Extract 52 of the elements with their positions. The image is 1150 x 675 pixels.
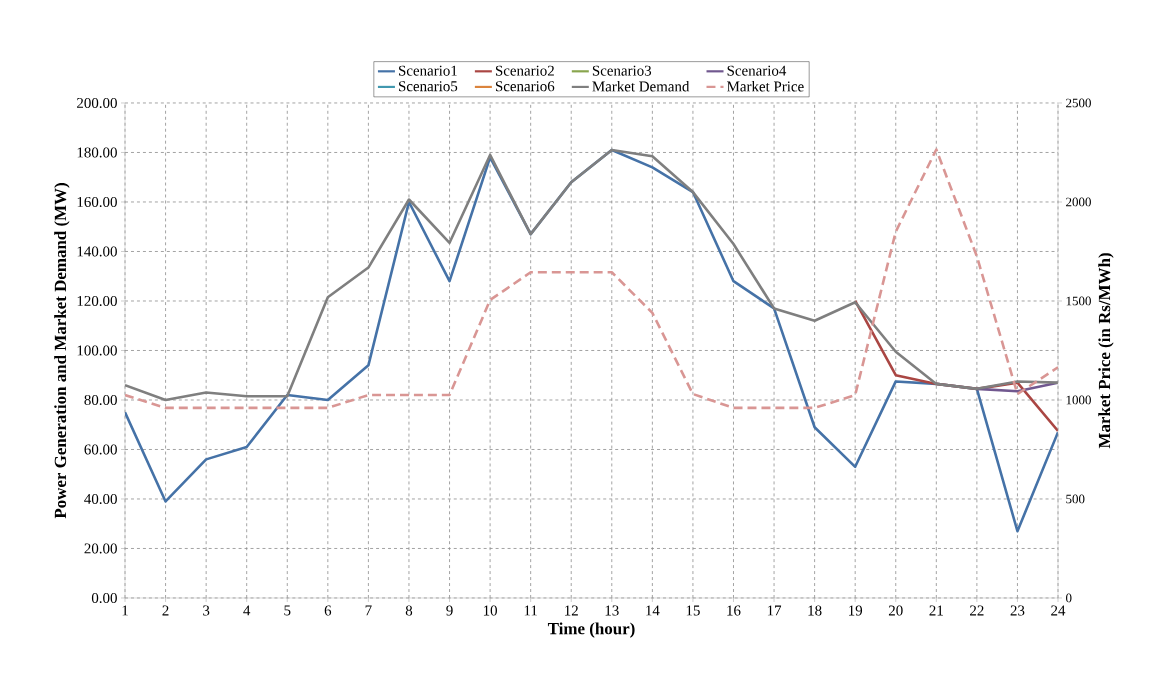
y2-tick-label: 1500 <box>1066 296 1091 306</box>
x-tick-label: 12 <box>565 605 578 616</box>
x-tick-label: 8 <box>405 605 413 616</box>
x-tick-label: 1 <box>122 605 128 616</box>
y-tick-label: 100.00 <box>77 345 117 356</box>
legend-label: Scenario5 <box>399 81 458 92</box>
x-tick-label: 6 <box>324 605 332 616</box>
x-tick-label: 23 <box>1010 605 1025 616</box>
x-tick-label: 15 <box>686 605 700 616</box>
x-tick-label: 11 <box>524 605 537 616</box>
legend-label: Scenario2 <box>495 65 554 76</box>
y-tick-label: 20.00 <box>84 543 117 554</box>
x-axis-title: Time (hour) <box>547 622 635 638</box>
x-tick-label: 14 <box>646 605 660 616</box>
x-tick-label: 5 <box>284 605 291 616</box>
x-tick-label: 19 <box>849 605 863 616</box>
y2-axis-title: Market Price (in Rs/MWh) <box>1098 253 1114 449</box>
legend-label: Scenario3 <box>592 65 652 76</box>
x-tick-label: 10 <box>483 605 497 616</box>
legend-label: Scenario4 <box>727 65 787 76</box>
y-tick-label: 160.00 <box>77 196 117 208</box>
x-tick-label: 20 <box>888 605 903 616</box>
x-tick-label: 17 <box>767 605 782 616</box>
x-tick-label: 4 <box>243 605 251 616</box>
y-tick-label: 120.00 <box>77 295 117 307</box>
y-tick-label: 0.00 <box>91 592 117 604</box>
x-tick-label: 3 <box>203 605 210 616</box>
x-tick-label: 13 <box>605 605 619 616</box>
x-tick-label: 24 <box>1051 605 1066 616</box>
y-axis-title: Power Generation and Market Demand (MW) <box>54 183 70 519</box>
y-tick-label: 140.00 <box>77 246 117 257</box>
y2-tick-label: 1000 <box>1066 395 1091 405</box>
y2-tick-label: 500 <box>1066 494 1085 504</box>
x-tick-label: 2 <box>162 605 169 616</box>
legend-label: Scenario1 <box>399 65 457 76</box>
x-tick-label: 18 <box>808 605 822 616</box>
x-tick-label: 21 <box>929 605 943 616</box>
legend-label: Scenario6 <box>495 81 555 92</box>
y-tick-label: 80.00 <box>84 394 117 406</box>
y2-tick-label: 2000 <box>1066 197 1091 207</box>
x-tick-label: 9 <box>446 605 453 616</box>
x-tick-label: 16 <box>727 605 741 616</box>
y2-tick-label: 0 <box>1066 593 1072 603</box>
y-tick-label: 180.00 <box>77 147 117 158</box>
y-tick-label: 60.00 <box>84 444 117 455</box>
legend-label: Market Price <box>727 81 804 92</box>
legend-label: Market Demand <box>592 81 690 92</box>
y2-tick-label: 2500 <box>1066 98 1091 108</box>
y-tick-label: 40.00 <box>84 493 117 505</box>
y-tick-label: 200.00 <box>77 97 117 109</box>
x-tick-label: 22 <box>970 605 984 616</box>
x-tick-label: 7 <box>365 605 372 616</box>
